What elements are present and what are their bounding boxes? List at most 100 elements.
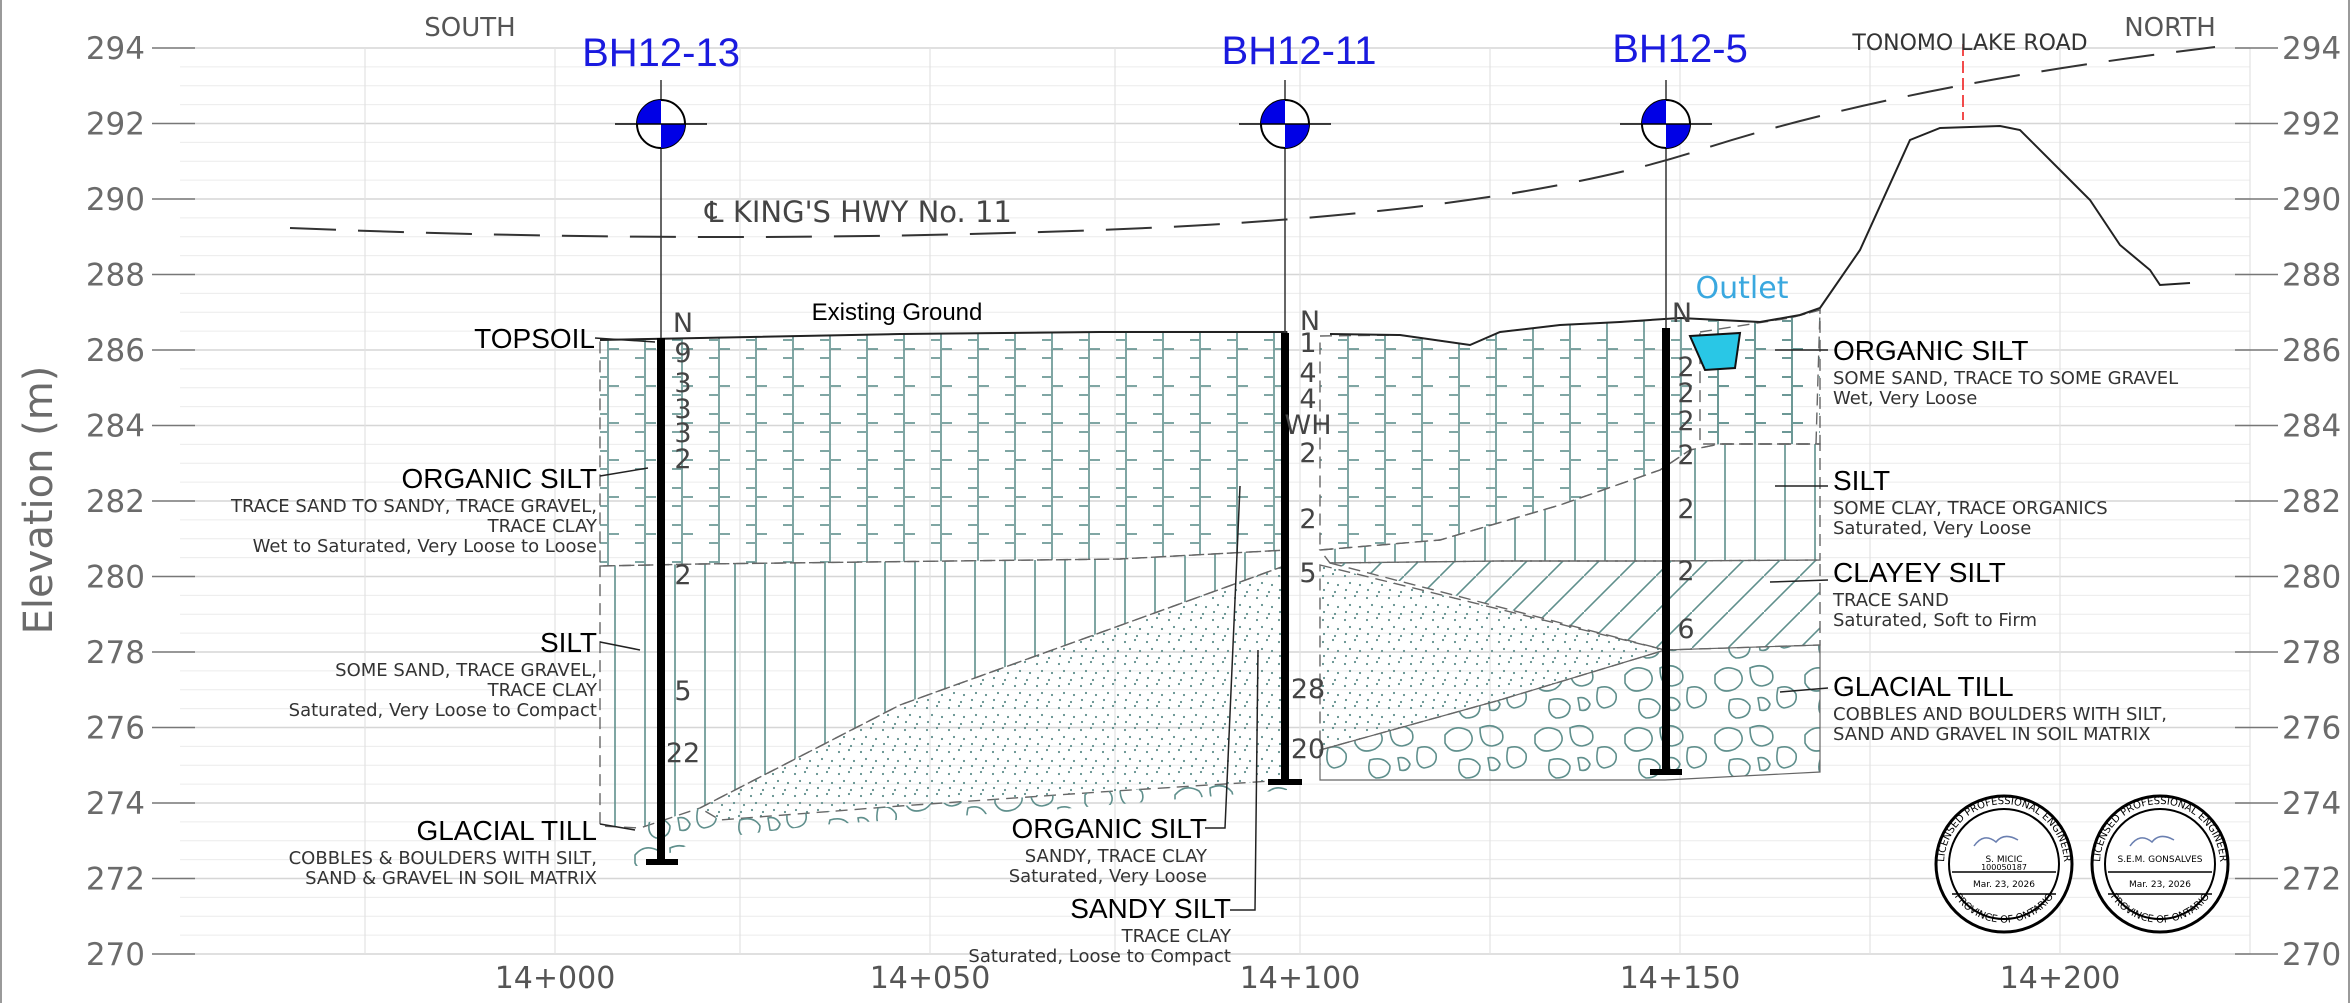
elevation-label: 290 bbox=[2282, 182, 2341, 218]
borehole-label-bh12-5: BH12-5 bbox=[1612, 27, 1748, 71]
y-axis-label: Elevation (m) bbox=[16, 366, 62, 635]
soil-title: SILT bbox=[1833, 465, 1890, 496]
soil-detail: SOME CLAY, TRACE ORGANICS bbox=[1833, 498, 2108, 519]
layer-organic-silt-north bbox=[1319, 309, 1821, 551]
n-value: 6 bbox=[1677, 614, 1694, 645]
elevation-label: 280 bbox=[86, 560, 145, 596]
n-value: 1 bbox=[1299, 328, 1316, 359]
soil-description: TOPSOIL bbox=[474, 323, 595, 354]
soil-detail: SOME SAND, TRACE TO SOME GRAVEL bbox=[1833, 368, 2178, 389]
station-labels: 14+000 14+050 14+100 14+150 14+200 bbox=[495, 961, 2121, 996]
soil-detail: Saturated, Very Loose to Compact bbox=[289, 700, 597, 721]
n-value: 2 bbox=[674, 444, 691, 475]
soil-detail: COBBLES AND BOULDERS WITH SILT, bbox=[1833, 704, 2167, 725]
elevation-labels-left: 294 292 290 288 286 284 282 280 278 276 274 272 270 bbox=[86, 31, 145, 973]
station-label: 14+150 bbox=[1620, 961, 1741, 996]
n-value: 5 bbox=[1299, 558, 1316, 589]
n-value: 2 bbox=[674, 560, 691, 591]
soil-title: SANDY SILT bbox=[1070, 893, 1231, 924]
soil-title: TOPSOIL bbox=[474, 323, 595, 354]
elevation-label: 272 bbox=[86, 862, 145, 898]
borehole-bh12-11 bbox=[1239, 80, 1331, 785]
elevation-label: 286 bbox=[86, 333, 145, 369]
elevation-label: 286 bbox=[2282, 333, 2341, 369]
n-value: 2 bbox=[1677, 378, 1694, 409]
layer-sandy-silt-north bbox=[1319, 564, 1668, 751]
layer-organic-silt-outlet bbox=[1699, 309, 1821, 445]
n-value: 9 bbox=[674, 338, 691, 369]
existing-ground-line bbox=[599, 331, 1287, 341]
borehole-bh12-5 bbox=[1620, 80, 1712, 775]
soil-detail: Wet to Saturated, Very Loose to Loose bbox=[253, 536, 597, 557]
soil-detail: TRACE CLAY bbox=[1121, 926, 1232, 947]
soil-detail: TRACE CLAY bbox=[487, 516, 598, 537]
n-value: 5 bbox=[674, 676, 691, 707]
layer-organic-silt-south bbox=[599, 331, 1288, 567]
elevation-label: 274 bbox=[2282, 786, 2341, 822]
borehole-label-bh12-11: BH12-11 bbox=[1222, 29, 1377, 73]
highway-centreline bbox=[289, 46, 2216, 239]
n-value: 4 bbox=[1299, 384, 1316, 415]
n-value: 20 bbox=[1291, 734, 1325, 765]
boreholes bbox=[615, 80, 1712, 865]
compass-south: SOUTH bbox=[424, 13, 515, 43]
elevation-label: 290 bbox=[86, 182, 145, 218]
elevation-label: 288 bbox=[86, 258, 145, 294]
station-label: 14+050 bbox=[870, 961, 991, 996]
n-value: 3 bbox=[674, 394, 691, 425]
layer-silt-north bbox=[1318, 443, 1821, 564]
soil-detail: Saturated, Very Loose bbox=[1009, 866, 1207, 887]
soil-detail: SOME SAND, TRACE GRAVEL, bbox=[335, 660, 597, 681]
signature-mark bbox=[2129, 835, 2175, 847]
surfaces bbox=[289, 44, 2216, 372]
soil-title: ORGANIC SILT bbox=[401, 463, 597, 494]
road-label: TONOMO LAKE ROAD bbox=[1851, 31, 2087, 56]
elevation-label: 276 bbox=[2282, 711, 2341, 747]
existing-ground-label: Existing Ground bbox=[812, 299, 983, 326]
seal-number: 100050187 bbox=[1981, 863, 2027, 872]
seal-date: Mar. 23, 2026 bbox=[1973, 880, 2035, 890]
n-value: 2 bbox=[1299, 504, 1316, 535]
axis-ticks bbox=[152, 47, 2278, 955]
station-label: 14+100 bbox=[1240, 961, 1361, 996]
soil-title: CLAYEY SILT bbox=[1833, 557, 2006, 588]
layer-sandy-silt bbox=[698, 564, 1288, 821]
elevation-label: 294 bbox=[86, 31, 145, 67]
soil-detail: TRACE SAND TO SANDY, TRACE GRAVEL, bbox=[230, 496, 597, 517]
soil-layers bbox=[599, 309, 1821, 866]
elevation-label: 284 bbox=[2282, 409, 2341, 445]
station-label: 14+000 bbox=[495, 961, 616, 996]
outlet-channel bbox=[1688, 331, 1742, 372]
soil-detail: SAND AND GRAVEL IN SOIL MATRIX bbox=[1833, 724, 2151, 745]
elevation-label: 292 bbox=[2282, 107, 2341, 143]
soil-detail: Saturated, Very Loose bbox=[1833, 518, 2031, 539]
layer-glacial-till-north bbox=[1319, 644, 1821, 781]
n-value: 28 bbox=[1291, 674, 1325, 705]
soil-title: ORGANIC SILT bbox=[1833, 335, 2029, 366]
n-value: WH bbox=[1285, 410, 1332, 441]
elevation-labels-right: 294 292 290 288 286 284 282 280 278 276 274 272 270 bbox=[2282, 31, 2341, 973]
soil-title: ORGANIC SILT bbox=[1011, 813, 1207, 844]
n-value: 4 bbox=[1299, 358, 1316, 389]
n-value: 2 bbox=[1677, 406, 1694, 437]
soil-detail: Wet, Very Loose bbox=[1833, 388, 1977, 409]
seal-name: S. MICIC bbox=[1985, 855, 2022, 865]
soil-detail: COBBLES & BOULDERS WITH SILT, bbox=[289, 848, 597, 869]
highway-label: ℄ KING'S HWY No. 11 bbox=[704, 195, 1012, 229]
signature-mark bbox=[1973, 835, 2019, 847]
existing-ground-north bbox=[1329, 124, 2191, 347]
station-label: 14+200 bbox=[2000, 961, 2121, 996]
outlet-label: Outlet bbox=[1696, 271, 1789, 306]
elevation-label: 270 bbox=[2282, 937, 2341, 973]
layer-glacial-till-south bbox=[620, 780, 1287, 866]
